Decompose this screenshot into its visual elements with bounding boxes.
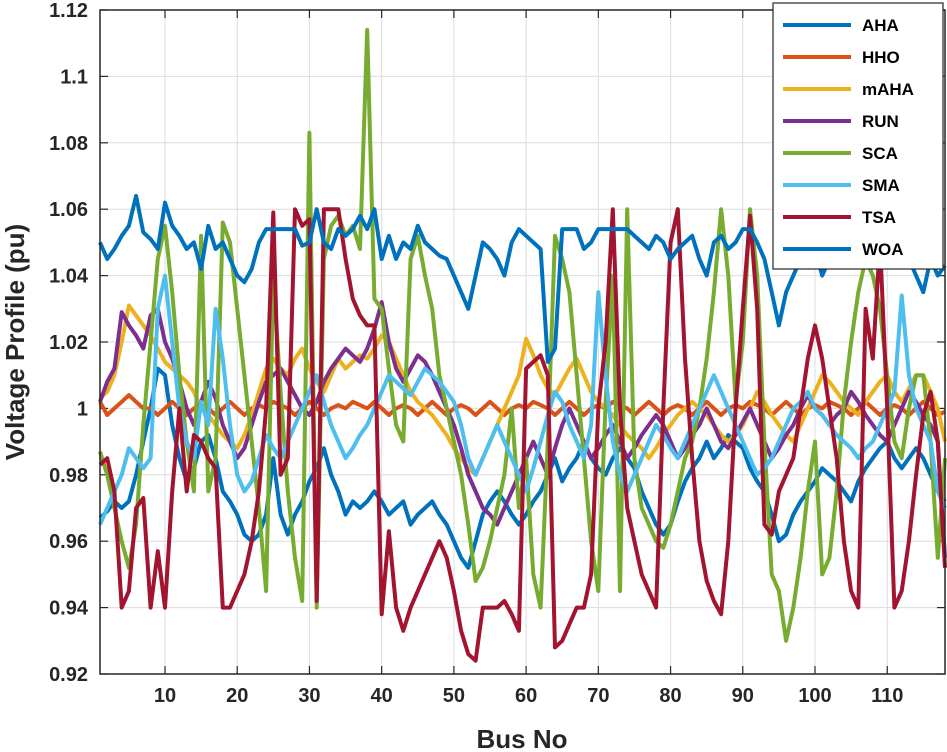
y-tick-label: 1.06 (49, 199, 88, 221)
legend-label-tsa: TSA (862, 208, 896, 227)
series-line-tsa (98, 207, 947, 663)
y-tick-label: 1.02 (49, 332, 88, 354)
x-tick-label: 60 (515, 685, 537, 707)
legend-box (772, 2, 944, 270)
y-tick-label: 0.96 (49, 531, 88, 553)
x-tick-label: 70 (587, 685, 609, 707)
x-tick-label: 50 (443, 685, 465, 707)
x-tick-label: 90 (732, 685, 754, 707)
x-axis-label: Bus No (477, 724, 568, 752)
y-tick-label: 1.12 (49, 0, 88, 22)
y-tick-label: 0.92 (49, 664, 88, 686)
x-tick-label: 20 (226, 685, 248, 707)
legend-label-sca: SCA (862, 144, 898, 163)
legend-label-run: RUN (862, 112, 899, 131)
x-tick-labels: 10 20 30 40 50 60 70 80 90 100 110 (154, 685, 903, 707)
y-tick-label: 0.98 (49, 465, 88, 487)
y-tick-label: 0.94 (49, 598, 89, 620)
legend-label-maha: mAHA (862, 80, 914, 99)
legend-label-woa: WOA (862, 240, 904, 259)
x-tick-label: 40 (371, 685, 393, 707)
series-line-maha (98, 303, 947, 477)
plot-frame (99, 9, 946, 675)
y-tick-labels: 0.92 0.94 0.96 0.98 1 1.02 1.04 1.06 1.08 1.1 1.12 (49, 0, 89, 686)
y-tick-label: 1 (77, 398, 88, 420)
x-tick-label: 30 (298, 685, 320, 707)
y-tick-label: 1.04 (49, 266, 89, 288)
x-tick-label: 110 (871, 685, 903, 707)
legend: AHA HHO mAHA RUN SCA SMA TSA WOA (772, 2, 944, 270)
x-tick-label: 10 (154, 685, 176, 707)
x-tick-label: 100 (798, 685, 831, 707)
y-tick-label: 1.1 (60, 66, 88, 88)
y-axis-label: Voltage Profile (pu) (0, 224, 30, 460)
legend-label-sma: SMA (862, 176, 900, 195)
y-tick-label: 1.08 (49, 133, 88, 155)
legend-label-hho: HHO (862, 48, 900, 67)
x-tick-label: 80 (659, 685, 681, 707)
legend-label-aha: AHA (862, 16, 899, 35)
